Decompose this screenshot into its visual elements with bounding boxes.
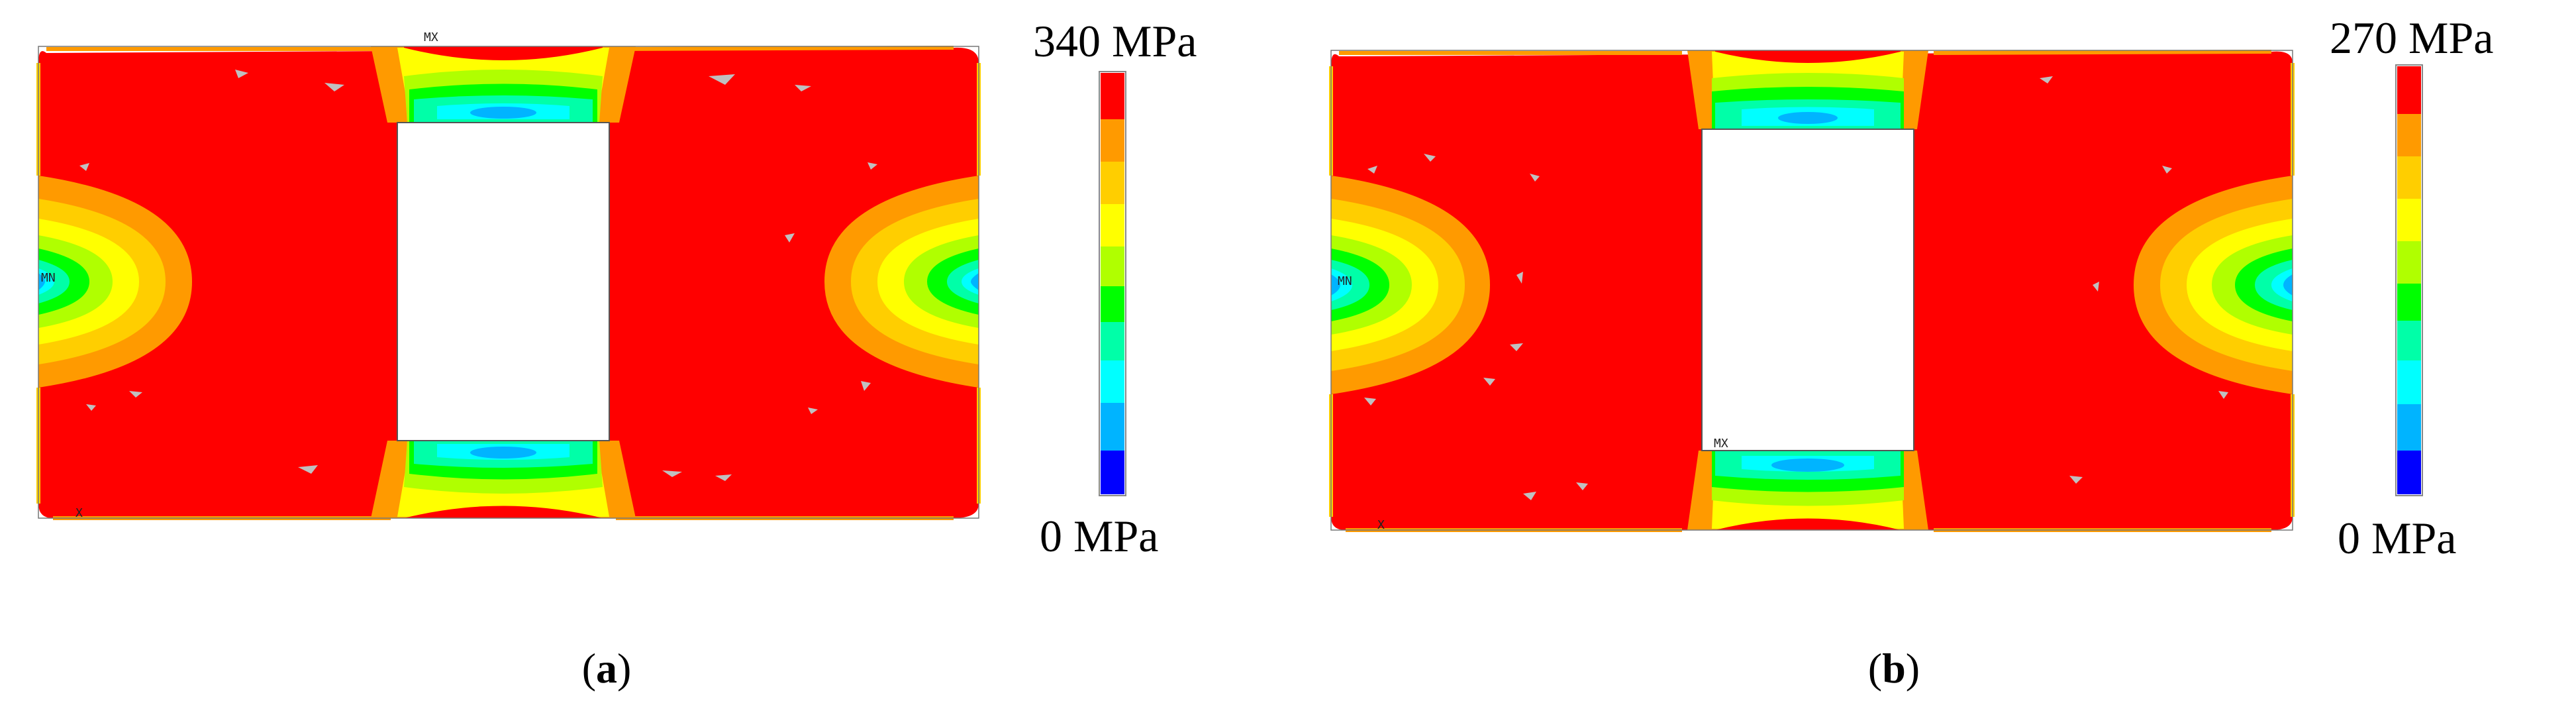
caption-b: (b) — [1868, 645, 1920, 692]
scale-band-yellow-orange-b — [2397, 156, 2421, 199]
bottom-ligament-sky-a — [470, 447, 536, 459]
hotspot-markers-b — [1364, 76, 2228, 500]
scale-band-max-b — [2397, 66, 2421, 114]
bottom-ligament-red-cap-b — [1715, 518, 1901, 530]
scale-band-sky-a — [1101, 403, 1124, 451]
plot-outline-a — [38, 46, 979, 519]
scale-band-yellow-green-a — [1101, 246, 1124, 286]
left-contour-sky-a — [38, 273, 45, 290]
scale-band-yellow-orange-a — [1101, 162, 1124, 204]
contour-plot-a: MX MN X — [36, 30, 981, 520]
central-hole-b — [1701, 129, 1914, 451]
axis-marker-a: X — [75, 506, 83, 520]
color-scale-b: 270 MPa 0 MPa — [2330, 13, 2493, 563]
panel-b: MX MN X 270 MPa 0 MPa (b) — [1329, 13, 2493, 692]
top-ligament-red-cap-b — [1715, 50, 1901, 63]
top-edge-band-a — [46, 46, 954, 51]
color-scale-a: 340 MPa 0 MPa — [1033, 16, 1197, 561]
scale-band-green-cyan-b — [2397, 321, 2421, 360]
scale-band-green-b — [2397, 284, 2421, 321]
scale-band-min-a — [1101, 451, 1124, 494]
left-contour-cyan-b — [1331, 268, 1352, 301]
scale-band-green-cyan-a — [1101, 322, 1124, 360]
panel-a: MX MN X 340 MPa 0 MPa (a) — [36, 16, 1197, 692]
scale-band-yellow-a — [1101, 204, 1124, 246]
scale-max-label-b: 270 MPa — [2330, 13, 2493, 63]
scale-band-max-a — [1101, 73, 1124, 119]
bottom-ligament-red-cap-a — [404, 506, 603, 518]
scale-band-min-b — [2397, 451, 2421, 494]
max-marker-b: MX — [1714, 437, 1728, 451]
right-contour-sky-b — [2283, 274, 2293, 296]
scale-band-green-a — [1101, 286, 1124, 322]
min-marker-b: MN — [1338, 274, 1352, 288]
plot-outline-b — [1330, 50, 2293, 531]
scale-min-label-a: 0 MPa — [1040, 511, 1158, 561]
top-ligament-sky-b — [1778, 112, 1838, 124]
contour-plot-b: MX MN X — [1329, 50, 2295, 532]
left-contour-sky-b — [1331, 274, 1340, 296]
right-contour-cyan-a — [962, 268, 979, 295]
scale-band-cyan-b — [2397, 360, 2421, 404]
scale-band-sky-b — [2397, 404, 2421, 451]
right-contour-cyan-b — [2271, 268, 2293, 301]
scale-band-orange-b — [2397, 114, 2421, 156]
scale-band-yellow-green-b — [2397, 241, 2421, 284]
top-ligament-red-cap-a — [404, 46, 603, 60]
axis-marker-b: X — [1377, 518, 1385, 532]
right-contour-sky-a — [971, 273, 979, 290]
top-edge-band-b — [1339, 50, 2272, 55]
min-marker-a: MN — [41, 271, 56, 285]
scale-band-cyan-a — [1101, 360, 1124, 403]
caption-a: (a) — [582, 645, 632, 692]
left-contour-cyan-a — [38, 268, 54, 295]
central-hole-a — [397, 122, 610, 441]
bottom-ligament-sky-b — [1771, 459, 1844, 472]
hotspot-markers-a — [79, 70, 877, 481]
scale-band-orange-a — [1101, 119, 1124, 162]
scale-min-label-b: 0 MPa — [2338, 513, 2456, 563]
scale-max-label-a: 340 MPa — [1033, 16, 1197, 66]
scale-band-yellow-b — [2397, 199, 2421, 241]
top-ligament-sky-a — [470, 107, 536, 119]
max-marker-a: MX — [424, 30, 438, 44]
